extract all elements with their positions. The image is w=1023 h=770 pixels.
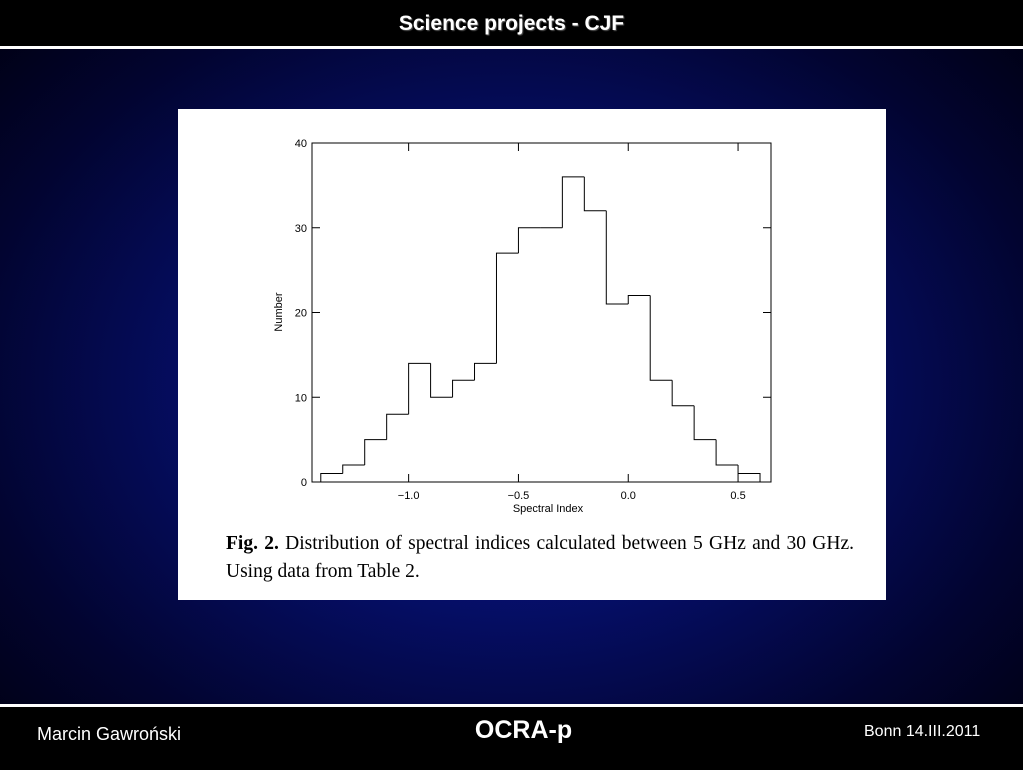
histogram-bar (364, 439, 387, 466)
histogram-bar (649, 295, 673, 381)
x-tick-label: 0.0 (621, 490, 636, 502)
y-tick-label: 30 (295, 223, 307, 235)
histogram-bar (320, 473, 343, 482)
plot-frame (311, 142, 772, 483)
histogram-bar (605, 210, 629, 305)
caption-text: Distribution of spectral indices calcula… (226, 533, 854, 582)
x-axis-label: Spectral Index (513, 503, 584, 515)
histogram-bar (386, 413, 409, 440)
x-tick-label: 0.5 (730, 490, 745, 502)
histogram-bar (474, 362, 497, 381)
histogram-bar (627, 295, 651, 305)
histogram-bar (408, 362, 431, 415)
histogram-bar (561, 176, 585, 228)
histogram-bar (517, 227, 541, 254)
y-tick-label: 40 (295, 138, 307, 150)
caption: Fig. 2. Distribution of spectral indices… (226, 530, 854, 586)
histogram-bar (430, 363, 453, 398)
histogram-bar (671, 380, 695, 407)
chart: Spectral Index Number 0 10 20 30 40 −1.0 −0.5 0… (273, 138, 772, 515)
footer-author: Marcin Gawroński (37, 724, 182, 744)
footer-bar (0, 704, 1023, 770)
slide-title: Science projects - CJF (398, 12, 625, 35)
histogram-bar (693, 405, 717, 441)
x-tick-label: −0.5 (508, 490, 530, 502)
histogram-bar (715, 439, 739, 466)
footer-date: Bonn 14.III.2011 (864, 723, 981, 740)
y-tick-label: 10 (295, 392, 307, 404)
y-tick-label: 20 (295, 308, 307, 320)
histogram-bar (342, 464, 365, 474)
histogram-bar (495, 252, 519, 364)
y-axis-label: Number (273, 292, 285, 331)
figure: Spectral Index Number 0 10 20 30 40 −1.0 −0.5 0… (178, 109, 886, 600)
caption-label: Fig. 2. (226, 533, 279, 554)
y-tick-label: 0 (301, 477, 307, 489)
x-tick-label: −1.0 (398, 490, 420, 502)
histogram-bar (737, 465, 761, 482)
header-bar (0, 0, 1023, 49)
histogram-bar (452, 379, 475, 398)
histogram-bar (583, 176, 607, 212)
footer-project: OCRA-p (474, 716, 573, 744)
